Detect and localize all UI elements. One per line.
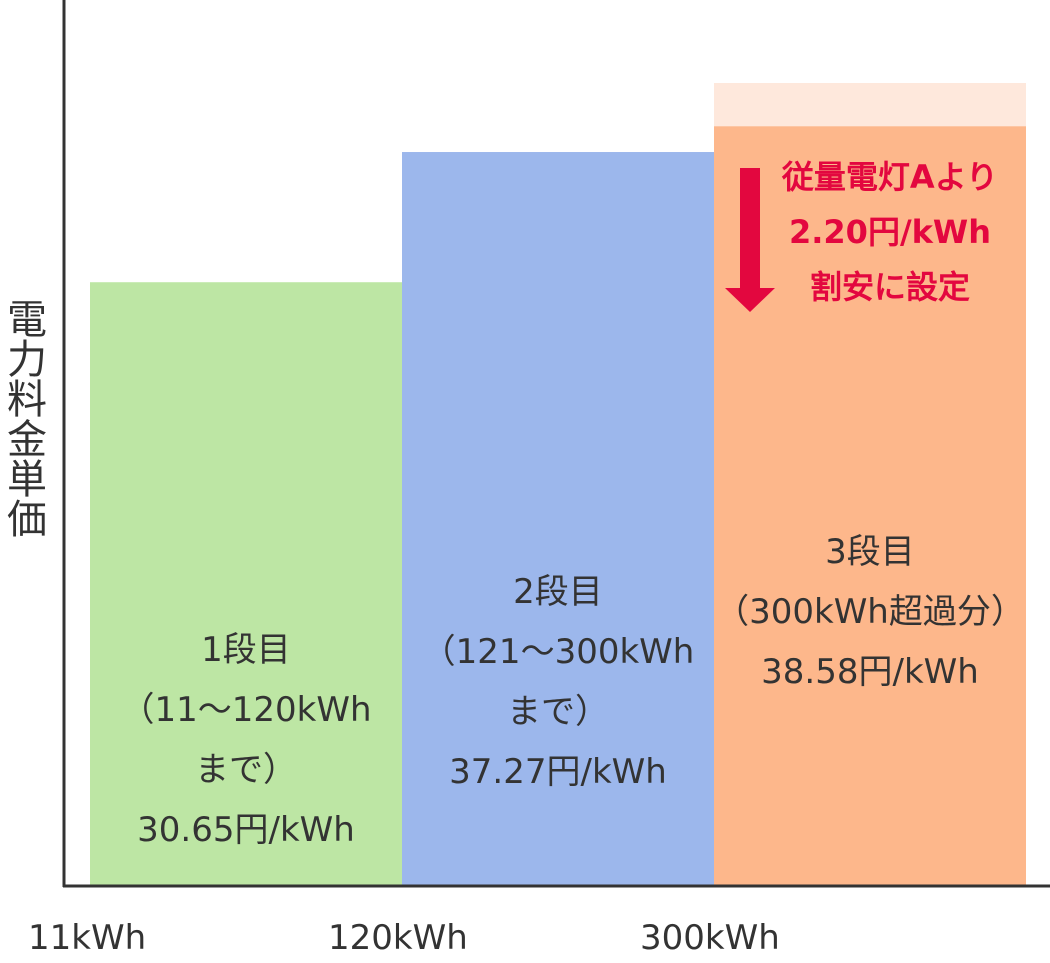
y-axis-label: 電力料金単価 — [0, 298, 46, 538]
discount-note-line-2: 2.20円/kWh — [788, 213, 991, 251]
discount-note: 従量電灯Aより 2.20円/kWh 割安に設定 — [770, 150, 1010, 315]
down-arrow-shaft — [740, 168, 760, 290]
bar-1-tier: 1段目 — [201, 630, 291, 670]
bar-1-range: （11〜120kWh — [120, 690, 372, 730]
bar-2-tier: 2段目 — [513, 572, 603, 612]
discount-note-line-1: 従量電灯Aより — [781, 158, 999, 196]
bar-1-range-suffix: まで） — [195, 750, 297, 790]
bar-1-value-label: 30.65円/kWh — [137, 810, 355, 850]
x-tick-label: 300kWh — [640, 918, 780, 958]
discount-note-line-3: 割安に設定 — [809, 268, 970, 306]
x-tick-label: 11kWh — [28, 918, 147, 958]
bar-2 — [402, 152, 714, 886]
down-arrow-icon — [725, 168, 775, 312]
bar-2-value-label: 37.27円/kWh — [449, 752, 667, 792]
bar-1 — [90, 282, 402, 885]
down-arrow-head — [725, 288, 775, 312]
x-tick-label: 120kWh — [328, 918, 468, 958]
bar-3-tier: 3段目 — [825, 532, 915, 572]
discount-band — [714, 82, 1026, 127]
bar-1-label: 1段目 （11〜120kWh まで） 30.65円/kWh — [90, 620, 402, 860]
bar-2-range: （121〜300kWh — [421, 632, 695, 672]
bar-3 — [714, 126, 1026, 885]
bar-2-label: 2段目 （121〜300kWh まで） 37.27円/kWh — [402, 562, 714, 802]
bar-3-value-label: 38.58円/kWh — [761, 652, 979, 692]
bar-2-range-suffix: まで） — [507, 692, 609, 732]
bar-3-label: 3段目 （300kWh超過分） 38.58円/kWh — [714, 522, 1026, 702]
bar-3-range: （300kWh超過分） — [715, 592, 1025, 632]
